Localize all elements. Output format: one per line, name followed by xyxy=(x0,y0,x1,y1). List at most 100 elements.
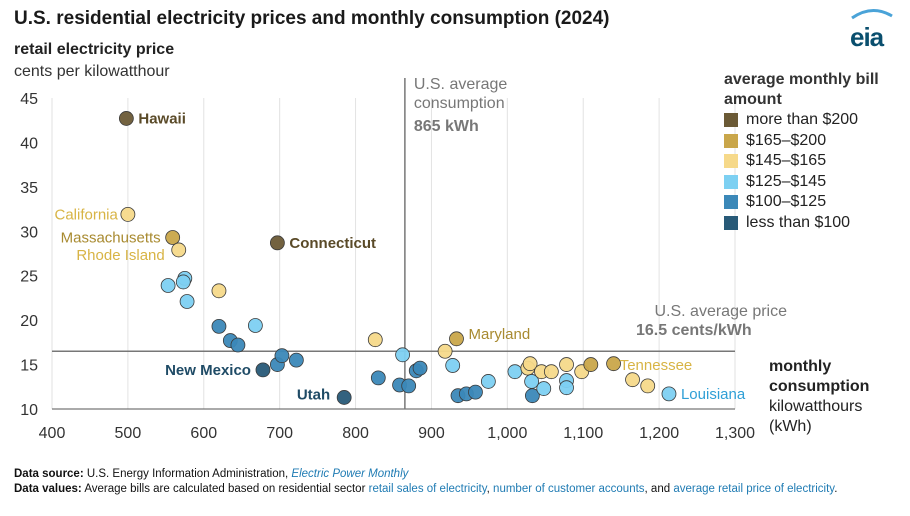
legend-item: $165–$200 xyxy=(724,131,894,152)
data-point xyxy=(255,362,271,378)
retail-sales-link[interactable]: retail sales of electricity xyxy=(368,483,487,495)
data-point xyxy=(543,364,559,380)
data-point xyxy=(507,364,523,380)
point-label: Utah xyxy=(297,386,330,403)
data-point xyxy=(160,278,176,293)
point-label: Maryland xyxy=(468,326,530,343)
point-label: Tennessee xyxy=(620,357,693,374)
x-tick-label: 700 xyxy=(266,425,293,442)
legend-title: average monthly bill amount xyxy=(724,71,879,108)
point-label: Connecticut xyxy=(289,235,376,252)
y-tick-label: 30 xyxy=(20,224,38,241)
data-point xyxy=(165,230,181,245)
legend-item: less than $100 xyxy=(724,213,894,234)
eia-logo: eia xyxy=(846,6,896,52)
footer-source: Data source: U.S. Energy Information Adm… xyxy=(14,468,409,480)
x-tick-label: 1,000 xyxy=(487,425,527,442)
point-label: New Mexico xyxy=(165,362,251,379)
data-point xyxy=(468,384,483,400)
legend-label: more than $200 xyxy=(746,111,859,129)
data-point xyxy=(661,386,677,402)
y-tick-label: 40 xyxy=(20,135,38,152)
x-axis-unit: kilowatthours (kWh) xyxy=(769,398,863,435)
data-point xyxy=(274,348,290,364)
legend-swatch xyxy=(724,174,738,189)
retail-price-link[interactable]: average retail price of electricity xyxy=(673,483,835,495)
x-tick-label: 600 xyxy=(190,425,217,442)
footer: Data source: U.S. Energy Information Adm… xyxy=(14,467,899,497)
chart-title: U.S. residential electricity prices and … xyxy=(14,8,610,29)
data-point xyxy=(640,378,656,394)
data-point xyxy=(412,360,428,376)
legend-swatch xyxy=(724,154,738,169)
x-axis-title-block: monthly consumption kilowatthours (kWh) xyxy=(769,357,910,437)
data-point xyxy=(175,274,191,290)
x-tick-label: 500 xyxy=(115,425,142,442)
y-axis-title: retail electricity price xyxy=(14,41,175,58)
point-label: Louisiana xyxy=(681,386,746,403)
data-point xyxy=(480,374,496,389)
data-point xyxy=(401,378,417,394)
legend-item: $100–$125 xyxy=(724,192,894,213)
data-point xyxy=(269,235,285,251)
footer-values: Data values: Average bills are calculate… xyxy=(14,483,838,495)
x-tick-label: 400 xyxy=(39,425,66,442)
data-point xyxy=(247,318,263,333)
y-tick-label: 20 xyxy=(20,313,38,330)
data-point xyxy=(437,343,453,359)
data-point xyxy=(625,372,640,388)
legend-item: $125–$145 xyxy=(724,172,894,193)
data-point xyxy=(449,331,464,347)
avg-consumption-value: 865 kWh xyxy=(414,118,479,135)
legend: average monthly bill amount more than $2… xyxy=(724,70,894,233)
customer-accounts-link[interactable]: number of customer accounts xyxy=(493,483,645,495)
data-point xyxy=(559,380,574,396)
data-point xyxy=(336,390,352,405)
data-point xyxy=(395,347,411,363)
avg-consumption-label-line: consumption xyxy=(414,95,505,112)
point-label: Massachusetts xyxy=(61,230,161,247)
data-point xyxy=(559,357,574,372)
legend-item: more than $200 xyxy=(724,110,894,131)
logo-text: eia xyxy=(850,22,884,52)
x-axis-title: monthly consumption xyxy=(769,358,870,395)
x-tick-label: 1,100 xyxy=(563,425,603,442)
y-tick-label: 25 xyxy=(20,269,38,286)
x-tick-label: 1,200 xyxy=(639,425,679,442)
legend-label: less than $100 xyxy=(746,213,851,231)
logo-swoosh-icon xyxy=(851,9,893,20)
data-point xyxy=(583,357,599,372)
data-point xyxy=(370,370,386,386)
avg-consumption-label-line: U.S. average xyxy=(414,76,507,93)
point-label: Hawaii xyxy=(138,110,186,127)
y-tick-label: 35 xyxy=(20,180,38,197)
y-tick-label: 10 xyxy=(20,402,38,419)
data-point xyxy=(606,356,621,372)
data-point xyxy=(522,356,538,372)
legend-swatch xyxy=(724,215,738,230)
y-axis-unit: cents per kilowatthour xyxy=(14,63,170,80)
legend-item: $145–$165 xyxy=(724,151,894,172)
x-tick-label: 800 xyxy=(342,425,369,442)
y-tick-label: 15 xyxy=(20,358,38,375)
scatter-plot: 400 500 600 700 800 900 1,000 1,100 1,200 1,300 10… xyxy=(20,76,787,442)
data-point xyxy=(230,337,246,353)
legend-swatch xyxy=(724,113,738,128)
point-label: California xyxy=(55,206,119,223)
legend-label: $100–$125 xyxy=(746,193,827,211)
avg-price-label: U.S. average price xyxy=(654,303,787,320)
data-point xyxy=(536,381,552,396)
x-tick-label: 1,300 xyxy=(715,425,755,442)
legend-label: $165–$200 xyxy=(746,131,827,149)
legend-label: $125–$145 xyxy=(746,172,827,190)
x-tick-label: 900 xyxy=(418,425,445,442)
source-link[interactable]: Electric Power Monthly xyxy=(291,468,409,480)
legend-label: $145–$165 xyxy=(746,152,827,170)
data-point xyxy=(211,283,227,299)
data-point xyxy=(211,318,227,334)
data-point xyxy=(179,294,195,309)
point-label: Rhode Island xyxy=(76,247,164,264)
data-point xyxy=(288,352,304,368)
data-point xyxy=(118,111,134,126)
data-point xyxy=(367,332,383,348)
